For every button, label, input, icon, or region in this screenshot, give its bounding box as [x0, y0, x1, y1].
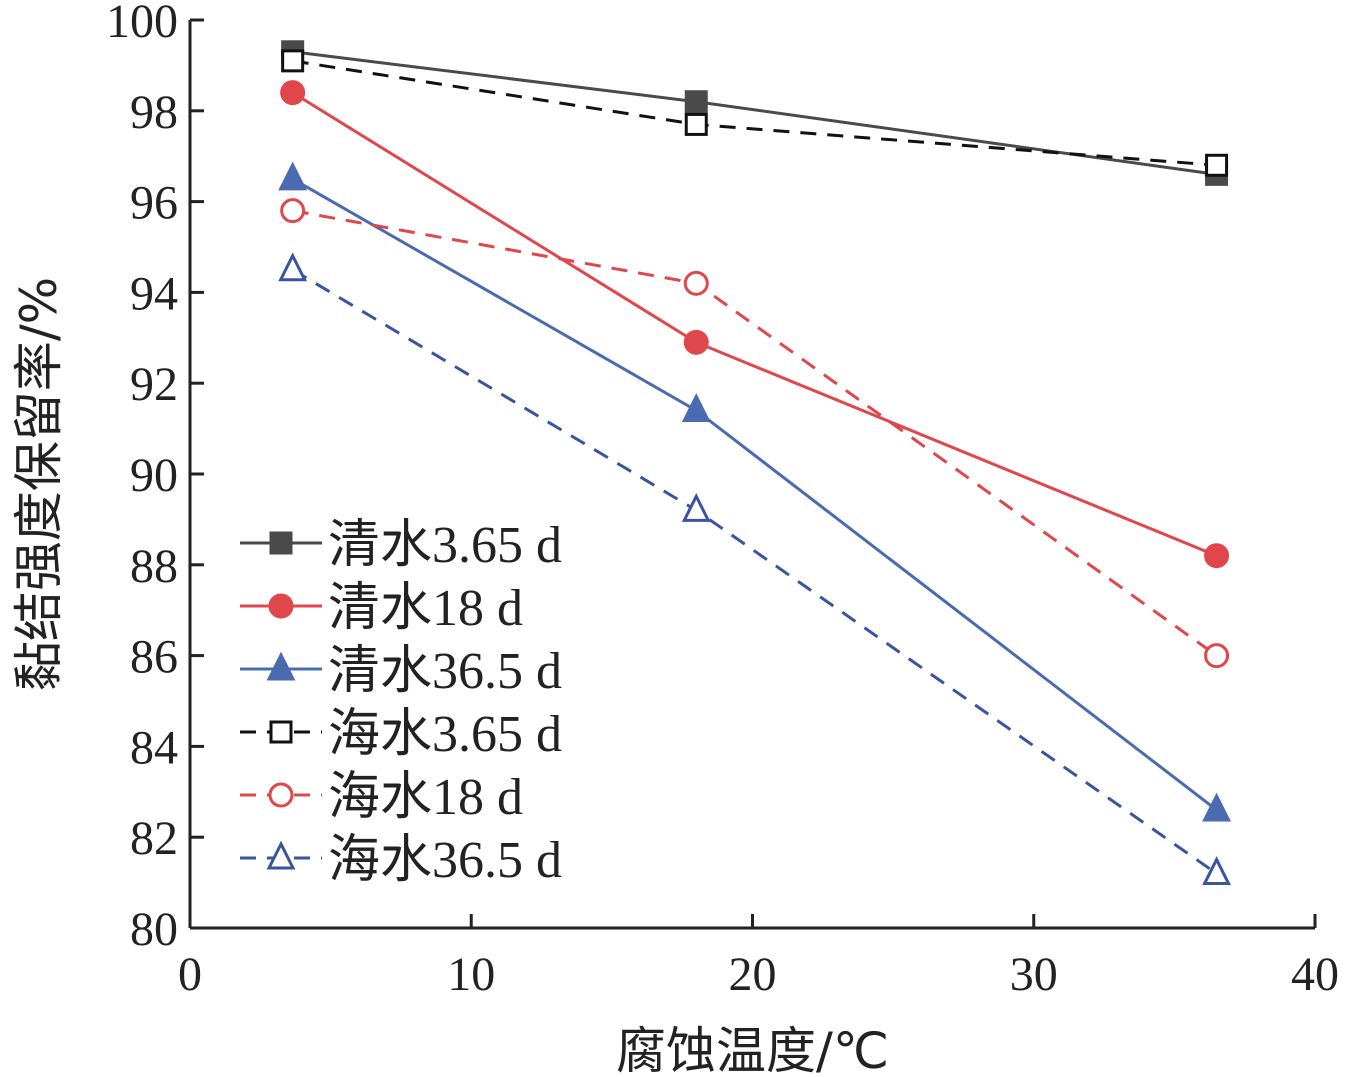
series-4 [281, 49, 1229, 177]
legend-item: 海水18 d [240, 769, 523, 826]
legend-label: 海水3.65 d [328, 706, 562, 763]
y-axis-title: 黏结强度保留率/% [10, 277, 68, 691]
y-tick-label: 94 [130, 267, 178, 320]
legend-item: 清水36.5 d [240, 643, 562, 700]
series-1 [281, 40, 1229, 186]
data-point [280, 80, 306, 106]
y-tick-label: 100 [106, 0, 178, 48]
y-tick-label: 96 [130, 177, 178, 230]
series-6 [278, 252, 1231, 886]
legend-marker [268, 593, 294, 619]
legend: 清水3.65 d 清水18 d 清水36.5 d 海水3.65 d 海水18 d 海水36… [240, 517, 562, 889]
data-point [281, 49, 305, 73]
data-point [278, 252, 308, 282]
legend-item: 清水3.65 d [240, 517, 562, 574]
data-point [684, 112, 708, 136]
data-point [280, 198, 306, 224]
data-point [1204, 543, 1230, 569]
data-point [683, 329, 709, 355]
data-point [1202, 792, 1231, 822]
legend-label: 清水18 d [328, 580, 523, 637]
y-tick-label: 84 [130, 721, 178, 774]
data-point [1204, 643, 1230, 669]
data-point [1205, 153, 1229, 177]
legend-marker [268, 782, 294, 808]
legend-label: 海水18 d [328, 769, 523, 826]
data-point [681, 492, 711, 522]
legend-marker [266, 651, 296, 681]
series-2 [280, 80, 1230, 569]
data-point [683, 270, 709, 296]
x-tick-label: 10 [447, 948, 495, 1001]
y-tick-label: 92 [130, 358, 178, 411]
legend-marker [269, 531, 293, 555]
y-tick-label: 98 [130, 86, 178, 139]
x-tick-label: 0 [178, 948, 202, 1001]
series-line [291, 91, 1218, 558]
data-point [278, 161, 308, 191]
legend-label: 清水3.65 d [328, 517, 562, 574]
x-tick-label: 40 [1291, 948, 1339, 1001]
axes: 0 10 20 30 40 80 82 84 86 88 90 92 94 96 98 100 [106, 0, 1339, 1001]
x-tick-label: 30 [1010, 948, 1058, 1001]
x-tick-label: 20 [729, 948, 777, 1001]
legend-item: 海水36.5 d [240, 832, 562, 889]
series-line [292, 50, 1217, 176]
y-tick-label: 82 [130, 812, 178, 865]
series-3 [278, 161, 1231, 822]
legend-item: 清水18 d [240, 580, 523, 637]
data-point [684, 90, 708, 114]
series-layer [278, 40, 1231, 886]
legend-label: 清水36.5 d [328, 643, 562, 700]
x-axis-title: 腐蚀温度/℃ [616, 1022, 889, 1077]
series-5 [280, 198, 1230, 669]
legend-item: 海水3.65 d [240, 706, 562, 763]
legend-label: 海水36.5 d [328, 832, 562, 889]
y-tick-label: 80 [130, 903, 178, 956]
data-point [681, 393, 711, 422]
y-tick-label: 86 [130, 631, 178, 684]
legend-marker [269, 720, 293, 744]
y-tick-label: 88 [130, 540, 178, 593]
y-tick-label: 90 [130, 449, 178, 502]
series-line [292, 59, 1217, 167]
legend-marker [266, 840, 296, 870]
data-point [1202, 856, 1231, 886]
